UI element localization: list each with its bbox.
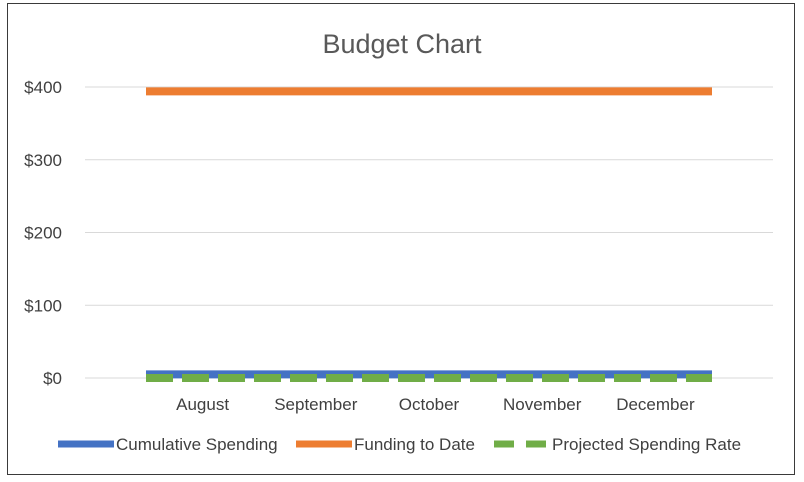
legend-label: Funding to Date (354, 435, 475, 454)
x-tick-label: August (176, 395, 229, 414)
x-tick-label: December (616, 395, 695, 414)
gridlines (85, 86, 773, 379)
y-tick-label: $300 (24, 151, 62, 170)
y-tick-label: $400 (24, 78, 62, 97)
chart-frame (7, 3, 795, 475)
y-tick-label: $200 (24, 224, 62, 243)
x-tick-label: September (274, 395, 357, 414)
legend-label: Cumulative Spending (116, 435, 278, 454)
legend: Cumulative Spending Funding to Date Projec… (58, 435, 741, 454)
y-axis-ticks: $0 $100 $200 $300 $400 (24, 78, 62, 388)
legend-label: Projected Spending Rate (552, 435, 741, 454)
y-tick-label: $100 (24, 296, 62, 315)
x-tick-label: November (503, 395, 582, 414)
chart-title: Budget Chart (322, 29, 482, 59)
y-tick-label: $0 (43, 369, 62, 388)
series-lines (146, 87, 712, 382)
x-tick-label: October (399, 395, 460, 414)
x-axis-ticks: August September October November December (176, 395, 695, 414)
